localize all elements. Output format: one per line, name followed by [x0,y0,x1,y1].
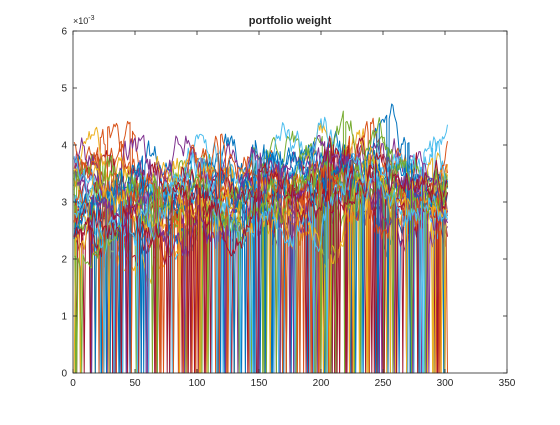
y-tick-label: 3 [61,198,67,209]
series-line [73,153,448,374]
series-line [73,152,448,374]
y-tick-label: 6 [61,27,67,38]
series-layer [73,103,448,374]
x-tick-label: 0 [70,378,76,389]
x-tick-label: 50 [129,378,141,389]
x-tick-label: 350 [499,378,516,389]
x-tick-label: 100 [189,378,206,389]
series-line [74,117,448,374]
y-tick-label: 1 [61,312,67,323]
y-tick-label: 2 [61,255,67,266]
x-tick-label: 300 [437,378,454,389]
x-tick-label: 150 [251,378,268,389]
x-tick-label: 200 [313,378,330,389]
y-tick-label: 0 [61,369,67,380]
series-line [73,133,448,374]
series-line [73,147,448,374]
series-line [73,137,448,374]
y-tick-label: 4 [61,141,67,152]
x-tick-label: 250 [375,378,392,389]
y-exponent-power: -3 [88,15,94,22]
y-exponent-label: ×10-3 [73,15,95,26]
ticks-layer: 0 50 100 150 200 250 300 350 0 1 2 3 4 5 6 [61,27,515,390]
y-exponent-base: ×10 [73,16,88,26]
series-line [73,146,448,374]
y-tick-label: 5 [61,84,67,95]
chart-title: portfolio weight [249,15,332,27]
